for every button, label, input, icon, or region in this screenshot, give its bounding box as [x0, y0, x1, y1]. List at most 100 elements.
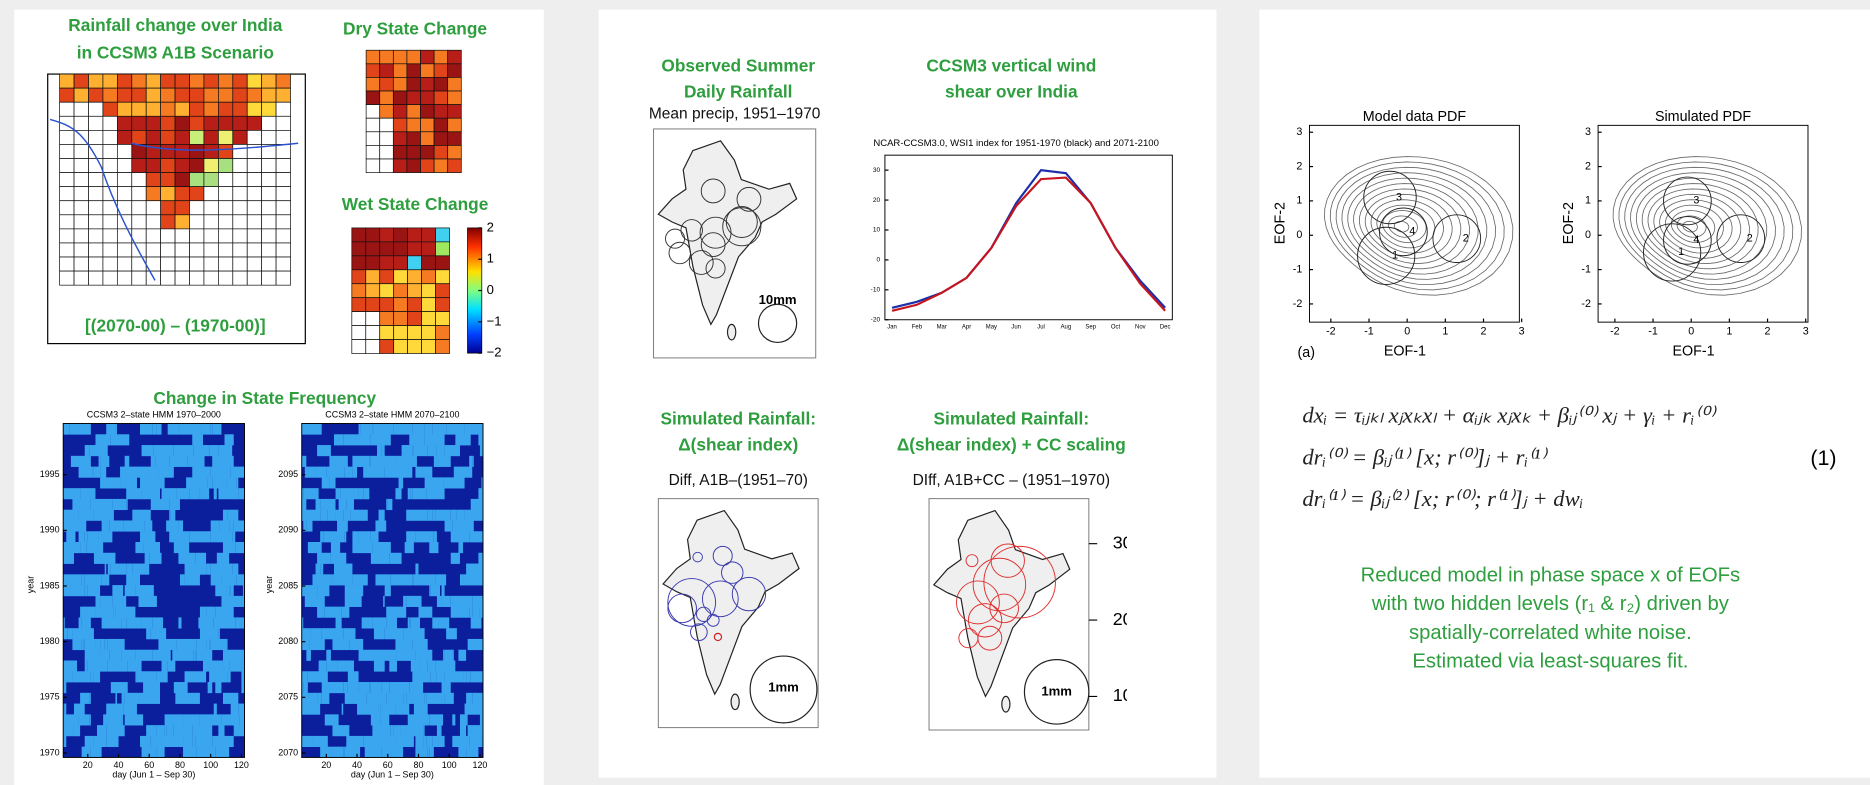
heatmap-run	[73, 703, 85, 715]
heatmap-run	[115, 423, 117, 435]
heatmap-run	[407, 488, 411, 500]
heatmap-run	[156, 423, 162, 435]
heatmap-run	[329, 455, 334, 467]
heatmap-run	[212, 735, 234, 748]
grid-cell	[407, 311, 422, 326]
grid-cell	[59, 214, 75, 230]
map-title: in CCSM3 A1B Scenario	[77, 42, 274, 62]
heatmap-run	[372, 541, 391, 554]
grid-cell	[435, 339, 450, 354]
grid-cell	[447, 104, 462, 119]
contour	[1324, 156, 1514, 296]
grid-cell	[406, 90, 421, 105]
grid-cell	[406, 63, 421, 78]
heatmap-run	[464, 509, 484, 521]
grid-cell	[447, 90, 462, 105]
grid-cell	[160, 172, 176, 188]
rain-circle	[713, 632, 723, 642]
grid-cell	[189, 87, 205, 103]
map-caption: [(2070-00) – (1970-00)]	[85, 315, 266, 335]
heatmap-run	[183, 746, 197, 758]
heatmap-run	[226, 638, 228, 651]
grid-cell	[232, 214, 248, 230]
heatmap-run	[121, 692, 125, 704]
grid-cell	[189, 144, 205, 159]
heatmap-run	[479, 714, 484, 726]
grid-cell	[73, 172, 89, 188]
heatmap-run	[81, 638, 84, 651]
x-tick-label: 1	[1726, 326, 1732, 338]
heatmap-run	[472, 455, 474, 467]
heatmap-run	[63, 552, 74, 564]
grid-cell	[131, 73, 147, 89]
heatmap-run	[93, 466, 101, 478]
heatmap-run	[450, 509, 457, 521]
x-tick-label: Apr	[962, 324, 971, 330]
grid-cell	[420, 145, 435, 160]
content: Rainfall change over India in CCSM3 A1B …	[68, 15, 1836, 672]
heatmap-run	[242, 649, 245, 661]
grid-cell	[203, 101, 219, 117]
heatmap-run	[112, 498, 127, 511]
heatmap-run	[415, 466, 433, 478]
heatmap-run	[444, 692, 454, 704]
colorbar-tick-label: −2	[487, 345, 502, 360]
map-outline	[657, 140, 798, 326]
x-tick-label: -2	[1326, 326, 1336, 338]
grid-cell	[88, 101, 104, 117]
grid-cell	[73, 101, 89, 117]
contour	[1358, 188, 1462, 265]
heatmap-run	[210, 531, 233, 543]
grid-cell	[116, 158, 133, 173]
heatmap-run	[232, 563, 239, 575]
grid-cell	[174, 270, 190, 286]
grid-cell	[232, 87, 248, 103]
heatmap-run	[386, 692, 404, 704]
heatmap-run	[307, 541, 322, 554]
grid-cell	[406, 49, 421, 65]
grid-cell	[174, 73, 190, 89]
grid-cell	[407, 227, 422, 243]
heatmap-run	[173, 541, 190, 554]
grid-cell	[246, 158, 263, 173]
heatmap-run	[310, 628, 322, 640]
grid-cell	[174, 87, 190, 103]
grid-cell	[447, 49, 462, 65]
heatmap-run	[389, 552, 402, 564]
rain-circle	[722, 207, 762, 247]
grid-cell	[406, 104, 421, 119]
heatmap-run	[312, 574, 333, 586]
heatmap-run	[467, 638, 484, 651]
heatmap-run	[72, 671, 91, 683]
heatmap-run	[443, 649, 445, 661]
grid-cell	[351, 311, 367, 326]
heatmap-run	[135, 649, 153, 661]
heatmap-run	[412, 671, 431, 683]
heatmap-run	[215, 606, 225, 618]
heatmap-run	[63, 725, 74, 737]
heatmap-run	[241, 682, 245, 694]
heatmap-run	[218, 445, 233, 457]
x-tick-label: 80	[175, 760, 185, 770]
heatmap-run	[389, 660, 397, 672]
grid-cell	[435, 269, 450, 285]
heatmap-run	[141, 617, 153, 629]
heatmap-run	[384, 628, 404, 640]
heatmap-run	[386, 606, 407, 618]
rain-circle	[967, 603, 1003, 638]
heatmap-run	[159, 552, 162, 564]
grid-cell	[421, 339, 436, 354]
grid-cell	[420, 158, 435, 173]
heatmap-run	[87, 660, 108, 672]
grid-cell	[351, 241, 367, 257]
heatmap-run	[221, 595, 242, 607]
grid-cell	[447, 63, 462, 78]
grid-cell	[203, 200, 219, 216]
heatmap-run	[403, 595, 407, 607]
heatmap-run	[433, 455, 451, 467]
heatmap-run	[95, 606, 98, 618]
heatmap-run	[427, 660, 436, 672]
heatmap-run	[152, 423, 157, 435]
heatmap-run	[321, 477, 330, 489]
grid-cell	[59, 270, 75, 286]
